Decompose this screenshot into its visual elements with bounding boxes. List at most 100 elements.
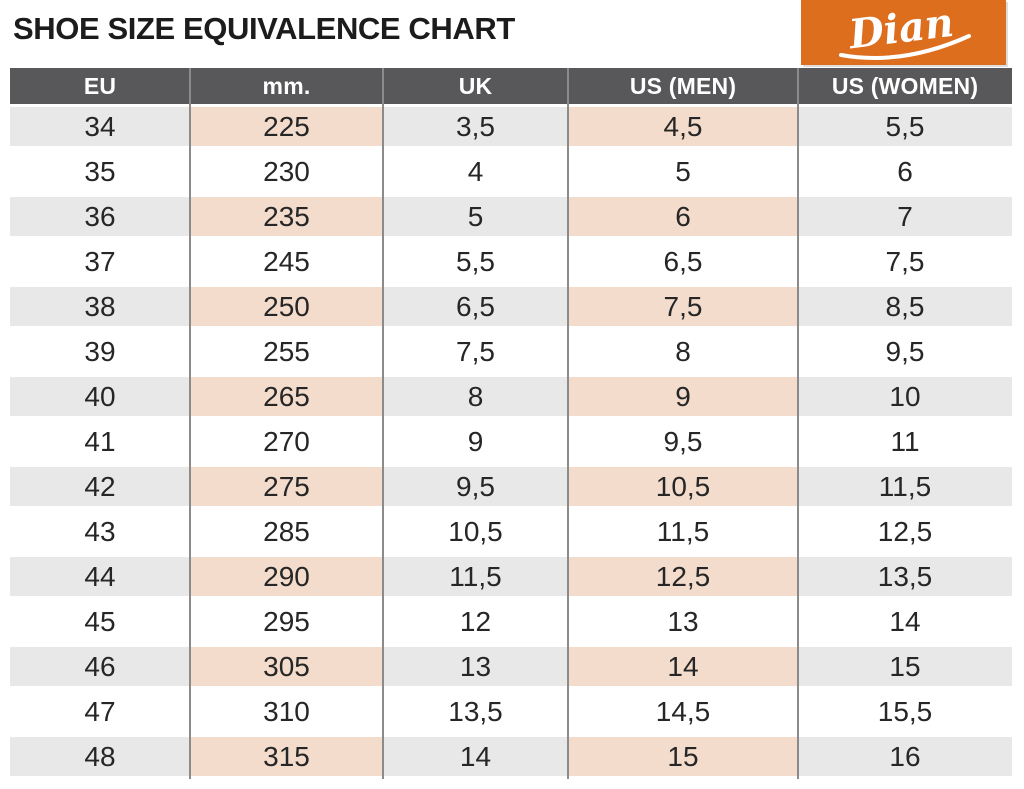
cell-us-women: 6 [798, 149, 1012, 194]
cell-mm: 315 [190, 734, 383, 779]
cell-uk: 13 [383, 644, 568, 689]
cell-uk: 12 [383, 599, 568, 644]
cell-us-men: 12,5 [568, 554, 798, 599]
table-row: 37 245 5,5 6,5 7,5 [10, 239, 1012, 284]
cell-us-women: 16 [798, 734, 1012, 779]
cell-eu: 48 [10, 734, 190, 779]
cell-uk: 8 [383, 374, 568, 419]
table-row: 35 230 4 5 6 [10, 149, 1012, 194]
table-row: 44 290 11,5 12,5 13,5 [10, 554, 1012, 599]
cell-us-men: 11,5 [568, 509, 798, 554]
table-row: 42 275 9,5 10,5 11,5 [10, 464, 1012, 509]
cell-us-men: 8 [568, 329, 798, 374]
table-row: 34 225 3,5 4,5 5,5 [10, 104, 1012, 149]
cell-uk: 14 [383, 734, 568, 779]
table-header-row: EU mm. UK US (MEN) US (WOMEN) [10, 68, 1012, 104]
cell-uk: 13,5 [383, 689, 568, 734]
col-header-us-men: US (MEN) [568, 68, 798, 104]
table-row: 43 285 10,5 11,5 12,5 [10, 509, 1012, 554]
table-row: 45 295 12 13 14 [10, 599, 1012, 644]
cell-us-women: 5,5 [798, 104, 1012, 149]
cell-uk: 5,5 [383, 239, 568, 284]
cell-us-women: 10 [798, 374, 1012, 419]
size-equivalence-table: EU mm. UK US (MEN) US (WOMEN) 34 225 3,5 4,… [10, 68, 1012, 779]
cell-eu: 42 [10, 464, 190, 509]
table-row: 48 315 14 15 16 [10, 734, 1012, 779]
cell-mm: 275 [190, 464, 383, 509]
cell-us-men: 10,5 [568, 464, 798, 509]
cell-eu: 39 [10, 329, 190, 374]
table-row: 39 255 7,5 8 9,5 [10, 329, 1012, 374]
cell-us-women: 8,5 [798, 284, 1012, 329]
cell-uk: 3,5 [383, 104, 568, 149]
cell-eu: 43 [10, 509, 190, 554]
cell-us-women: 11 [798, 419, 1012, 464]
cell-eu: 37 [10, 239, 190, 284]
cell-uk: 5 [383, 194, 568, 239]
table-body: 34 225 3,5 4,5 5,5 35 230 4 5 6 36 235 5 6 7 37 245 5,5 6,… [10, 104, 1012, 779]
cell-us-men: 9,5 [568, 419, 798, 464]
column-divider [797, 68, 799, 779]
cell-us-women: 7,5 [798, 239, 1012, 284]
cell-us-men: 15 [568, 734, 798, 779]
cell-us-women: 14 [798, 599, 1012, 644]
cell-us-men: 13 [568, 599, 798, 644]
cell-mm: 245 [190, 239, 383, 284]
table-row: 46 305 13 14 15 [10, 644, 1012, 689]
table-row: 47 310 13,5 14,5 15,5 [10, 689, 1012, 734]
column-divider [567, 68, 569, 779]
dian-logo-text: Dian [845, 0, 956, 58]
col-header-eu: EU [10, 68, 190, 104]
cell-uk: 9 [383, 419, 568, 464]
cell-us-men: 6,5 [568, 239, 798, 284]
col-header-us-women: US (WOMEN) [798, 68, 1012, 104]
cell-eu: 34 [10, 104, 190, 149]
cell-eu: 36 [10, 194, 190, 239]
cell-us-women: 9,5 [798, 329, 1012, 374]
cell-eu: 41 [10, 419, 190, 464]
cell-eu: 44 [10, 554, 190, 599]
cell-us-men: 14 [568, 644, 798, 689]
cell-uk: 9,5 [383, 464, 568, 509]
dian-logo-graphic: Dian [839, 0, 971, 60]
cell-uk: 11,5 [383, 554, 568, 599]
cell-us-women: 15 [798, 644, 1012, 689]
dian-logo: Dian [801, 0, 1006, 65]
col-header-mm: mm. [190, 68, 383, 104]
cell-mm: 290 [190, 554, 383, 599]
cell-mm: 310 [190, 689, 383, 734]
cell-us-women: 13,5 [798, 554, 1012, 599]
cell-uk: 10,5 [383, 509, 568, 554]
cell-us-men: 7,5 [568, 284, 798, 329]
cell-mm: 255 [190, 329, 383, 374]
cell-us-women: 11,5 [798, 464, 1012, 509]
cell-mm: 295 [190, 599, 383, 644]
cell-uk: 4 [383, 149, 568, 194]
cell-uk: 7,5 [383, 329, 568, 374]
cell-uk: 6,5 [383, 284, 568, 329]
cell-eu: 38 [10, 284, 190, 329]
table-row: 38 250 6,5 7,5 8,5 [10, 284, 1012, 329]
cell-mm: 235 [190, 194, 383, 239]
cell-us-women: 12,5 [798, 509, 1012, 554]
cell-us-men: 6 [568, 194, 798, 239]
cell-us-women: 15,5 [798, 689, 1012, 734]
cell-mm: 285 [190, 509, 383, 554]
col-header-uk: UK [383, 68, 568, 104]
cell-mm: 225 [190, 104, 383, 149]
cell-mm: 250 [190, 284, 383, 329]
cell-us-men: 9 [568, 374, 798, 419]
cell-mm: 305 [190, 644, 383, 689]
cell-us-women: 7 [798, 194, 1012, 239]
page-title: SHOE SIZE EQUIVALENCE CHART [13, 11, 515, 46]
cell-eu: 47 [10, 689, 190, 734]
table-row: 40 265 8 9 10 [10, 374, 1012, 419]
cell-us-men: 14,5 [568, 689, 798, 734]
column-divider [189, 68, 191, 779]
table-row: 41 270 9 9,5 11 [10, 419, 1012, 464]
cell-eu: 45 [10, 599, 190, 644]
cell-eu: 46 [10, 644, 190, 689]
cell-us-men: 4,5 [568, 104, 798, 149]
cell-mm: 265 [190, 374, 383, 419]
